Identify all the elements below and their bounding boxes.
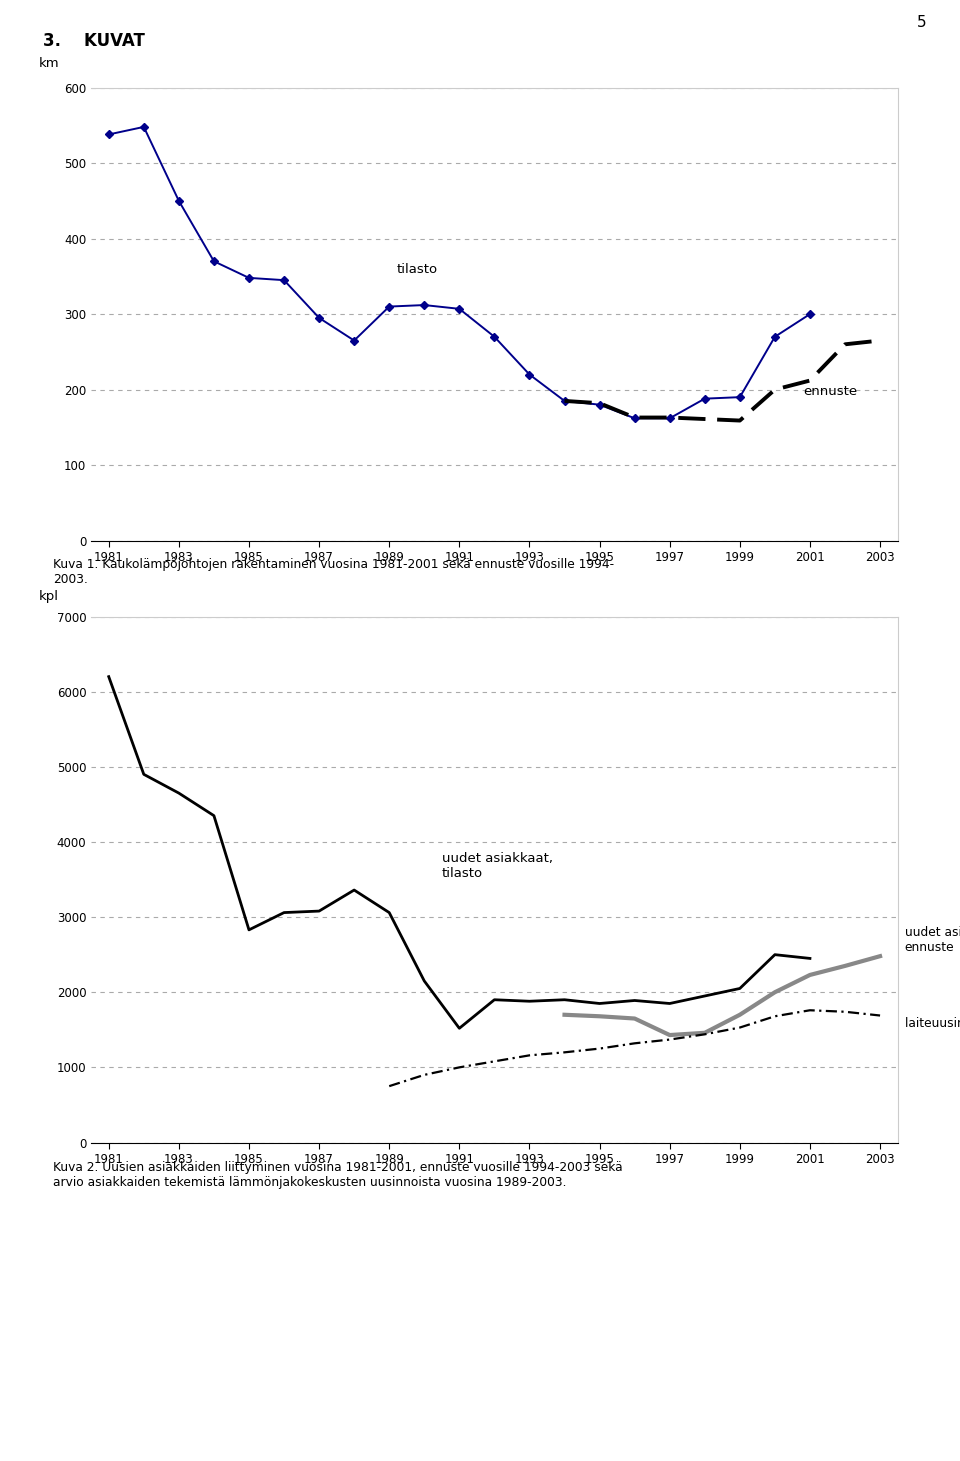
Text: laiteuusinnat, arvio: laiteuusinnat, arvio: [904, 1017, 960, 1030]
Text: 3.    KUVAT: 3. KUVAT: [43, 32, 145, 50]
Text: uudet asiakkaat,
tilasto: uudet asiakkaat, tilasto: [442, 852, 553, 880]
Text: 5: 5: [917, 15, 926, 29]
Text: km: km: [38, 57, 60, 70]
Text: ennuste: ennuste: [803, 384, 857, 397]
Text: Kuva 1. Kaukolämpöjohtojen rakentaminen vuosina 1981-2001 sekä ennuste vuosille : Kuva 1. Kaukolämpöjohtojen rakentaminen …: [53, 558, 614, 586]
Text: tilasto: tilasto: [396, 263, 438, 276]
Text: kpl: kpl: [38, 590, 59, 603]
Text: Kuva 2. Uusien asiakkaiden liittyminen vuosina 1981-2001, ennuste vuosille 1994-: Kuva 2. Uusien asiakkaiden liittyminen v…: [53, 1161, 622, 1189]
Text: uudet asiakkaat,
ennuste: uudet asiakkaat, ennuste: [904, 926, 960, 954]
